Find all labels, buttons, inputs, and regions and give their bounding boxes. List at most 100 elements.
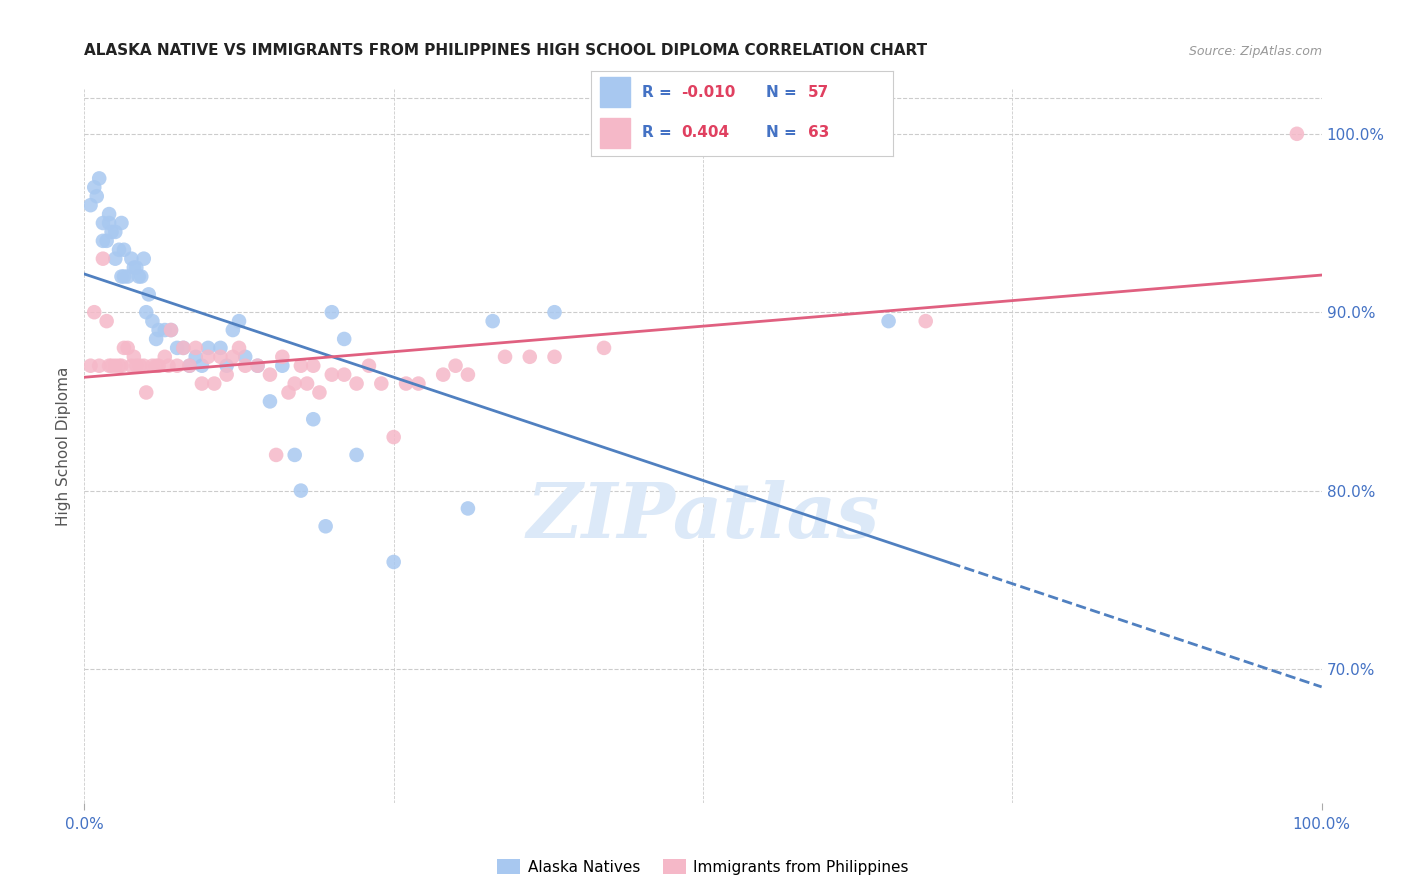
Y-axis label: High School Diploma: High School Diploma <box>56 367 72 525</box>
Point <box>246 359 269 373</box>
Point <box>444 359 467 373</box>
Point <box>104 252 127 266</box>
Point <box>145 332 167 346</box>
Text: 0.404: 0.404 <box>682 125 730 140</box>
Point <box>100 225 122 239</box>
Point <box>457 501 479 516</box>
Point <box>148 323 170 337</box>
Point <box>202 376 225 391</box>
Point <box>432 368 454 382</box>
Point <box>370 376 392 391</box>
Point <box>160 323 183 337</box>
Point <box>141 314 163 328</box>
Point <box>295 376 318 391</box>
Point <box>277 385 299 400</box>
Point <box>179 359 201 373</box>
Point <box>86 189 108 203</box>
Point <box>215 359 238 373</box>
Point <box>877 314 900 328</box>
Point <box>233 350 256 364</box>
Legend: Alaska Natives, Immigrants from Philippines: Alaska Natives, Immigrants from Philippi… <box>491 853 915 880</box>
Point <box>129 269 152 284</box>
Point <box>104 225 127 239</box>
Point <box>228 314 250 328</box>
Text: N =: N = <box>766 85 797 100</box>
Text: 63: 63 <box>808 125 830 140</box>
Bar <box>599 118 630 147</box>
Point <box>117 341 139 355</box>
Point <box>129 359 152 373</box>
Point <box>108 243 131 257</box>
Point <box>98 216 121 230</box>
Point <box>91 252 114 266</box>
Point <box>346 376 368 391</box>
Point <box>246 359 269 373</box>
Point <box>110 216 132 230</box>
Point <box>333 368 356 382</box>
Point <box>284 376 307 391</box>
Bar <box>599 78 630 107</box>
Point <box>271 350 294 364</box>
Point <box>481 314 503 328</box>
Point <box>191 359 214 373</box>
Point <box>290 359 312 373</box>
Text: Source: ZipAtlas.com: Source: ZipAtlas.com <box>1188 45 1322 58</box>
Point <box>112 341 135 355</box>
Point <box>110 269 132 284</box>
Point <box>98 207 121 221</box>
Point <box>91 234 114 248</box>
Point <box>89 359 111 373</box>
Point <box>457 368 479 382</box>
Point <box>1285 127 1308 141</box>
Point <box>215 368 238 382</box>
Point <box>79 198 101 212</box>
Point <box>264 448 287 462</box>
Text: R =: R = <box>643 125 672 140</box>
Point <box>593 341 616 355</box>
Point <box>395 376 418 391</box>
Point <box>197 341 219 355</box>
Point <box>112 243 135 257</box>
Point <box>91 216 114 230</box>
Point <box>96 314 118 328</box>
Point <box>357 359 380 373</box>
Point <box>83 180 105 194</box>
Point <box>191 376 214 391</box>
Text: ALASKA NATIVE VS IMMIGRANTS FROM PHILIPPINES HIGH SCHOOL DIPLOMA CORRELATION CHA: ALASKA NATIVE VS IMMIGRANTS FROM PHILIPP… <box>84 43 928 58</box>
Point <box>222 323 245 337</box>
Point <box>914 314 936 328</box>
Point <box>233 359 256 373</box>
Point <box>138 287 160 301</box>
Point <box>172 341 194 355</box>
Point <box>157 359 180 373</box>
Text: -0.010: -0.010 <box>682 85 735 100</box>
Point <box>543 350 565 364</box>
Point <box>382 555 405 569</box>
Point <box>166 341 188 355</box>
Point <box>89 171 111 186</box>
Point <box>135 305 157 319</box>
Point <box>321 368 343 382</box>
Point <box>346 448 368 462</box>
Point <box>145 359 167 373</box>
Point <box>132 252 155 266</box>
Point <box>117 269 139 284</box>
Point <box>135 385 157 400</box>
Point <box>184 341 207 355</box>
Point <box>83 305 105 319</box>
Point <box>125 359 148 373</box>
Point <box>333 332 356 346</box>
Point <box>79 359 101 373</box>
Point <box>382 430 405 444</box>
Point <box>315 519 337 533</box>
Point <box>100 359 122 373</box>
Point <box>153 350 176 364</box>
Point <box>153 323 176 337</box>
Point <box>125 260 148 275</box>
Point <box>148 359 170 373</box>
Point <box>519 350 541 364</box>
Point <box>128 269 150 284</box>
Point <box>408 376 430 391</box>
Point <box>112 269 135 284</box>
Point <box>284 448 307 462</box>
